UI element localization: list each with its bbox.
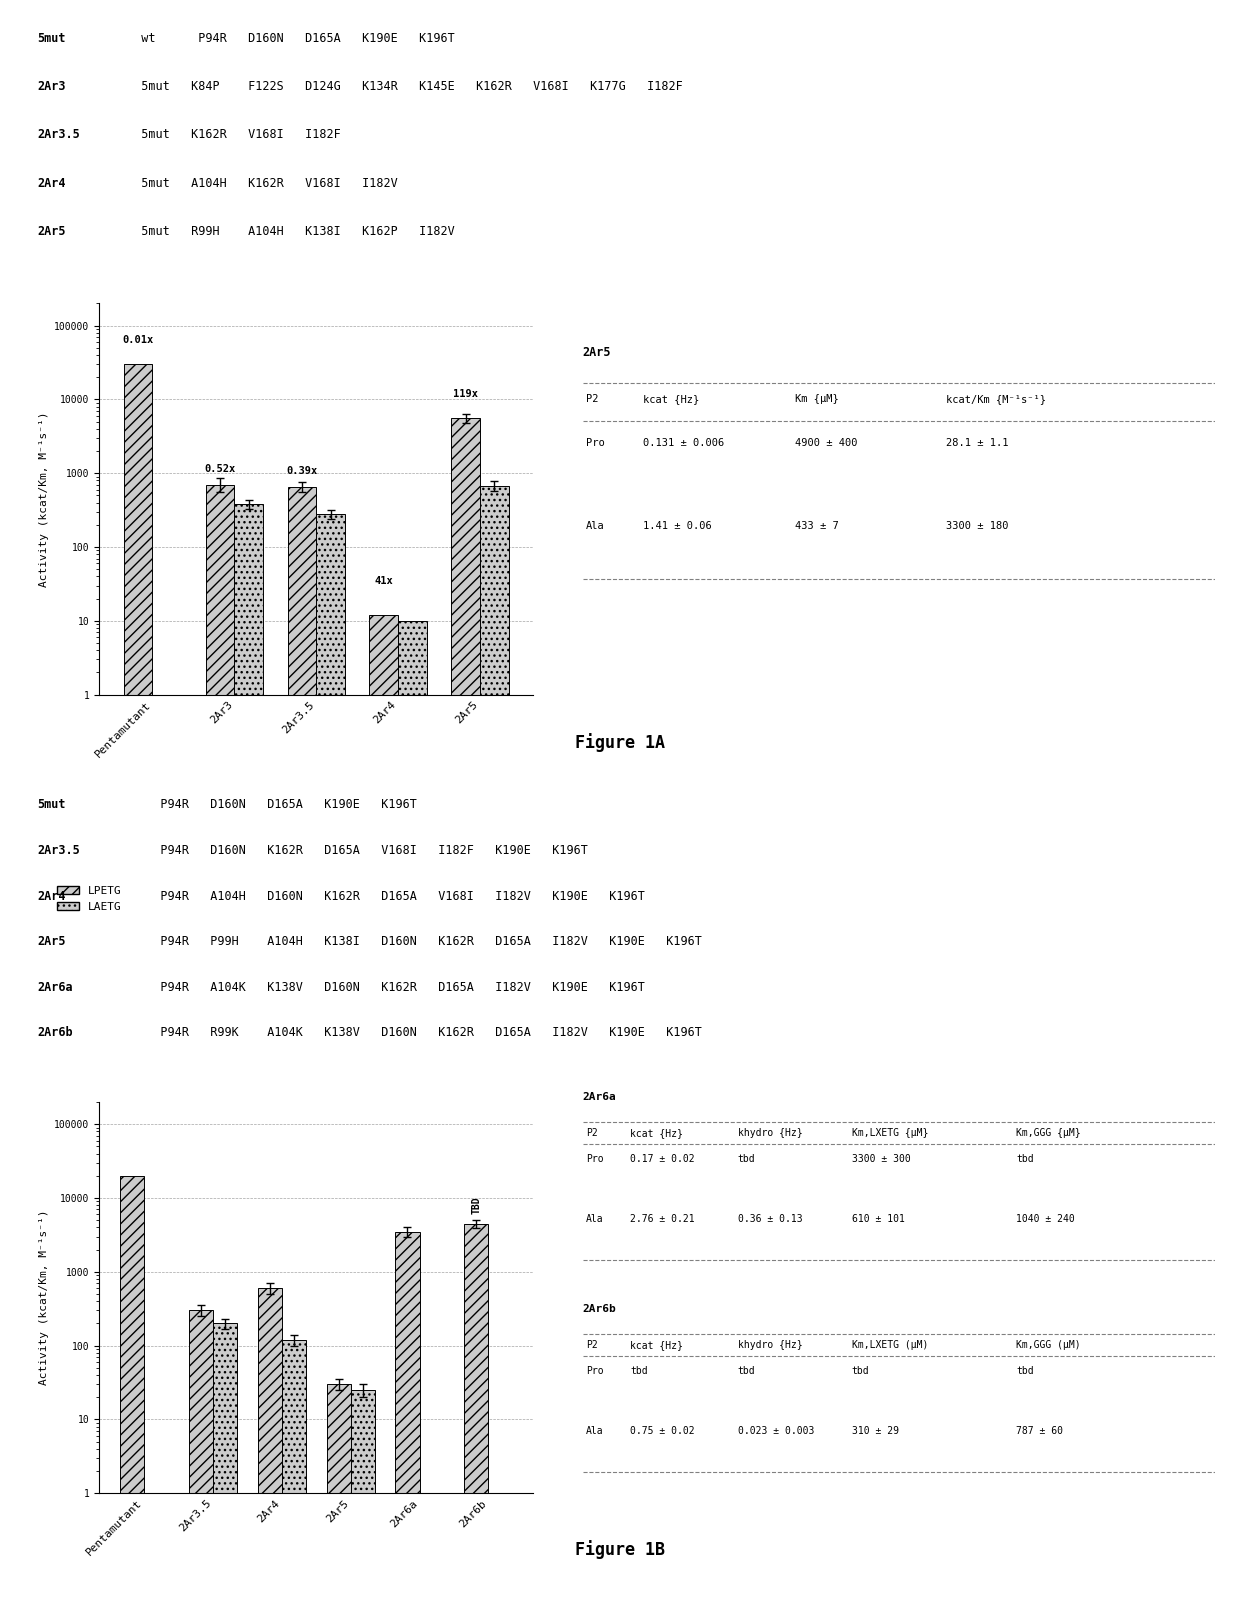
Text: 2Ar3.5: 2Ar3.5 [37,845,79,858]
Bar [451,418,480,1597]
Text: kcat {Hz}: kcat {Hz} [630,1340,683,1351]
Text: Km,LXETG {μM}: Km,LXETG {μM} [852,1127,928,1139]
Text: 610 ± 101: 610 ± 101 [852,1214,904,1223]
Bar [370,615,398,1597]
Text: wt      P94R   D160N   D165A   K190E   K196T: wt P94R D160N D165A K190E K196T [128,32,455,45]
Text: tbd: tbd [630,1367,647,1377]
Text: P94R   A104H   D160N   K162R   D165A   V168I   I182V   K190E   K196T: P94R A104H D160N K162R D165A V168I I182V… [139,890,645,902]
Text: 2Ar5: 2Ar5 [583,345,611,359]
Text: kcat {Hz}: kcat {Hz} [630,1127,683,1139]
Text: 3300 ± 180: 3300 ± 180 [946,521,1009,530]
Text: 1040 ± 240: 1040 ± 240 [1016,1214,1075,1223]
Text: tbd: tbd [852,1367,869,1377]
Text: P94R   A104K   K138V   D160N   K162R   D165A   I182V   K190E   K196T: P94R A104K K138V D160N K162R D165A I182V… [139,981,645,993]
Text: 5mut: 5mut [37,32,66,45]
Bar [398,621,427,1597]
Text: 5mut: 5mut [37,798,66,811]
Text: 0.52x: 0.52x [205,463,236,474]
Text: Pro: Pro [587,1153,604,1164]
Text: 5mut   K162R   V168I   I182F: 5mut K162R V168I I182F [128,128,341,142]
Bar [464,1223,489,1597]
Text: tbd: tbd [738,1367,755,1377]
Text: 0.023 ± 0.003: 0.023 ± 0.003 [738,1426,815,1436]
Y-axis label: Activity (kcat/Km, M⁻¹s⁻¹): Activity (kcat/Km, M⁻¹s⁻¹) [38,412,48,586]
Bar [316,514,345,1597]
Bar [188,1311,213,1597]
Text: 0.01x: 0.01x [123,335,154,345]
Text: P94R   D160N   D165A   K190E   K196T: P94R D160N D165A K190E K196T [139,798,418,811]
Text: P2: P2 [587,394,599,404]
Text: 41x: 41x [374,575,393,586]
Text: 2Ar5: 2Ar5 [37,936,66,949]
Text: tbd: tbd [1016,1153,1034,1164]
Text: Km,GGG (μM): Km,GGG (μM) [1016,1340,1080,1351]
Bar [206,485,234,1597]
Text: P94R   R99K    A104K   K138V   D160N   K162R   D165A   I182V   K190E   K196T: P94R R99K A104K K138V D160N K162R D165A … [139,1027,702,1040]
Text: 5mut   R99H    A104H   K138I   K162P   I182V: 5mut R99H A104H K138I K162P I182V [128,225,455,238]
Text: khydro {Hz}: khydro {Hz} [738,1340,802,1351]
Text: 0.75 ± 0.02: 0.75 ± 0.02 [630,1426,694,1436]
Text: 2Ar5: 2Ar5 [37,225,66,238]
Bar [258,1289,281,1597]
Bar [326,1385,351,1597]
Text: Ala: Ala [587,1426,604,1436]
Text: 2Ar4: 2Ar4 [37,177,66,190]
Legend: LPETG, LAETG: LPETG, LAETG [52,882,126,917]
Text: P94R   P99H    A104H   K138I   D160N   K162R   D165A   I182V   K190E   K196T: P94R P99H A104H K138I D160N K162R D165A … [139,936,702,949]
Text: 119x: 119x [453,390,479,399]
Text: kcat/Km {M⁻¹s⁻¹}: kcat/Km {M⁻¹s⁻¹} [946,394,1047,404]
Text: tbd: tbd [738,1153,755,1164]
Text: Ala: Ala [587,1214,604,1223]
Text: P2: P2 [587,1340,598,1351]
Bar [396,1231,419,1597]
Text: kcat {Hz}: kcat {Hz} [642,394,699,404]
Bar [351,1389,374,1597]
Bar [281,1340,306,1597]
Text: 5mut   A104H   K162R   V168I   I182V: 5mut A104H K162R V168I I182V [128,177,398,190]
Text: P2: P2 [587,1127,598,1139]
Bar [480,485,508,1597]
Text: 2Ar6b: 2Ar6b [37,1027,73,1040]
Text: Figure 1B: Figure 1B [575,1540,665,1559]
Text: 310 ± 29: 310 ± 29 [852,1426,899,1436]
Text: 4900 ± 400: 4900 ± 400 [795,439,857,449]
Text: 2Ar6b: 2Ar6b [583,1305,616,1314]
Text: 3300 ± 300: 3300 ± 300 [852,1153,910,1164]
Text: 2Ar6a: 2Ar6a [37,981,73,993]
Text: 5mut   K84P    F122S   D124G   K134R   K145E   K162R   V168I   K177G   I182F: 5mut K84P F122S D124G K134R K145E K162R … [128,80,683,93]
Y-axis label: Activity (kcat/Km, M⁻¹s⁻¹): Activity (kcat/Km, M⁻¹s⁻¹) [38,1211,48,1385]
Text: Ala: Ala [587,521,605,530]
Text: 0.39x: 0.39x [286,466,317,476]
Text: Km,LXETG (μM): Km,LXETG (μM) [852,1340,928,1351]
Text: 2Ar3: 2Ar3 [37,80,66,93]
Text: 787 ± 60: 787 ± 60 [1016,1426,1063,1436]
Text: P94R   D160N   K162R   D165A   V168I   I182F   K190E   K196T: P94R D160N K162R D165A V168I I182F K190E… [139,845,588,858]
Text: Figure 1A: Figure 1A [575,733,665,752]
Text: 0.36 ± 0.13: 0.36 ± 0.13 [738,1214,802,1223]
Text: khydro {Hz}: khydro {Hz} [738,1127,802,1139]
Bar [124,364,153,1597]
Text: Pro: Pro [587,1367,604,1377]
Text: 2Ar6a: 2Ar6a [583,1092,616,1102]
Text: 0.131 ± 0.006: 0.131 ± 0.006 [642,439,724,449]
Text: 2Ar4: 2Ar4 [37,890,66,902]
Bar [213,1324,237,1597]
Bar [234,505,263,1597]
Text: 0.17 ± 0.02: 0.17 ± 0.02 [630,1153,694,1164]
Text: 28.1 ± 1.1: 28.1 ± 1.1 [946,439,1009,449]
Text: 2.76 ± 0.21: 2.76 ± 0.21 [630,1214,694,1223]
Text: 1.41 ± 0.06: 1.41 ± 0.06 [642,521,712,530]
Bar [120,1175,144,1597]
Text: TBD: TBD [471,1196,481,1214]
Text: Km {μM}: Km {μM} [795,394,838,404]
Text: 433 ± 7: 433 ± 7 [795,521,838,530]
Text: Km,GGG {μM}: Km,GGG {μM} [1016,1127,1080,1139]
Text: 2Ar3.5: 2Ar3.5 [37,128,79,142]
Text: Pro: Pro [587,439,605,449]
Text: tbd: tbd [1016,1367,1034,1377]
Bar [288,487,316,1597]
